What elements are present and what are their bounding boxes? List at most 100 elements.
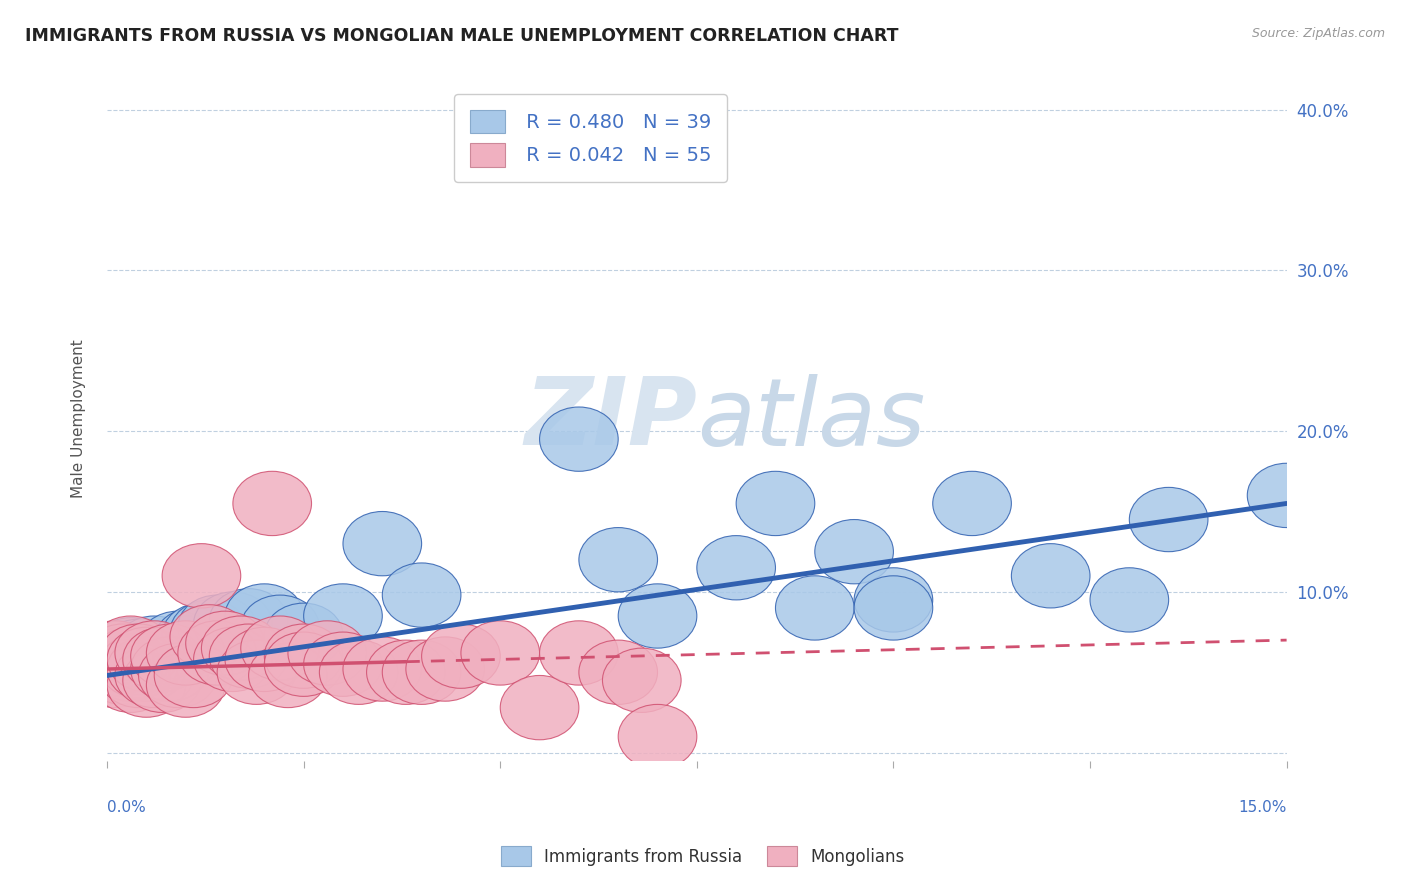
Ellipse shape — [853, 576, 932, 640]
Ellipse shape — [1011, 543, 1090, 608]
Ellipse shape — [217, 640, 295, 705]
Ellipse shape — [382, 563, 461, 627]
Ellipse shape — [737, 471, 815, 535]
Ellipse shape — [343, 637, 422, 701]
Text: Source: ZipAtlas.com: Source: ZipAtlas.com — [1251, 27, 1385, 40]
Ellipse shape — [697, 535, 776, 600]
Ellipse shape — [76, 624, 155, 689]
Ellipse shape — [115, 621, 194, 685]
Ellipse shape — [240, 595, 319, 659]
Ellipse shape — [162, 603, 240, 667]
Ellipse shape — [1090, 568, 1168, 632]
Y-axis label: Male Unemployment: Male Unemployment — [72, 340, 86, 499]
Ellipse shape — [225, 627, 304, 691]
Ellipse shape — [146, 616, 225, 681]
Ellipse shape — [100, 619, 177, 683]
Ellipse shape — [76, 621, 155, 685]
Ellipse shape — [91, 648, 170, 713]
Ellipse shape — [540, 407, 619, 471]
Ellipse shape — [186, 611, 264, 675]
Ellipse shape — [264, 624, 343, 689]
Legend:  R = 0.480   N = 39,  R = 0.042   N = 55: R = 0.480 N = 39, R = 0.042 N = 55 — [454, 94, 727, 182]
Ellipse shape — [107, 624, 186, 689]
Ellipse shape — [146, 653, 225, 717]
Ellipse shape — [619, 584, 697, 648]
Ellipse shape — [194, 592, 273, 657]
Ellipse shape — [170, 600, 249, 665]
Ellipse shape — [1247, 463, 1326, 527]
Ellipse shape — [162, 543, 240, 608]
Ellipse shape — [264, 603, 343, 667]
Ellipse shape — [107, 627, 186, 691]
Ellipse shape — [122, 648, 201, 713]
Ellipse shape — [304, 632, 382, 697]
Ellipse shape — [240, 616, 319, 681]
Ellipse shape — [343, 511, 422, 576]
Ellipse shape — [209, 624, 288, 689]
Ellipse shape — [288, 621, 367, 685]
Ellipse shape — [76, 643, 155, 707]
Ellipse shape — [932, 471, 1011, 535]
Ellipse shape — [139, 643, 217, 707]
Ellipse shape — [107, 653, 186, 717]
Ellipse shape — [501, 675, 579, 739]
Ellipse shape — [304, 584, 382, 648]
Ellipse shape — [100, 643, 177, 707]
Ellipse shape — [170, 605, 249, 669]
Ellipse shape — [776, 576, 853, 640]
Ellipse shape — [540, 621, 619, 685]
Ellipse shape — [155, 643, 233, 707]
Ellipse shape — [83, 632, 162, 697]
Ellipse shape — [194, 627, 273, 691]
Ellipse shape — [177, 621, 256, 685]
Ellipse shape — [91, 627, 170, 691]
Ellipse shape — [100, 631, 177, 695]
Text: IMMIGRANTS FROM RUSSIA VS MONGOLIAN MALE UNEMPLOYMENT CORRELATION CHART: IMMIGRANTS FROM RUSSIA VS MONGOLIAN MALE… — [25, 27, 898, 45]
Ellipse shape — [319, 640, 398, 705]
Ellipse shape — [146, 621, 225, 685]
Ellipse shape — [115, 643, 194, 707]
Legend: Immigrants from Russia, Mongolians: Immigrants from Russia, Mongolians — [492, 838, 914, 875]
Ellipse shape — [461, 621, 540, 685]
Ellipse shape — [115, 616, 194, 681]
Ellipse shape — [579, 640, 658, 705]
Ellipse shape — [122, 627, 201, 691]
Ellipse shape — [264, 632, 343, 697]
Ellipse shape — [249, 643, 328, 707]
Ellipse shape — [72, 632, 150, 697]
Ellipse shape — [122, 624, 201, 689]
Ellipse shape — [579, 527, 658, 592]
Ellipse shape — [422, 624, 501, 689]
Ellipse shape — [367, 640, 446, 705]
Ellipse shape — [177, 595, 256, 659]
Ellipse shape — [201, 616, 280, 681]
Text: 0.0%: 0.0% — [107, 799, 146, 814]
Ellipse shape — [225, 584, 304, 648]
Text: ZIP: ZIP — [524, 373, 697, 465]
Ellipse shape — [83, 640, 162, 705]
Ellipse shape — [100, 633, 177, 698]
Ellipse shape — [1129, 487, 1208, 551]
Ellipse shape — [853, 568, 932, 632]
Ellipse shape — [815, 519, 893, 584]
Ellipse shape — [76, 632, 155, 697]
Ellipse shape — [131, 621, 209, 685]
Ellipse shape — [100, 624, 177, 689]
Ellipse shape — [382, 640, 461, 705]
Ellipse shape — [107, 637, 186, 701]
Ellipse shape — [83, 624, 162, 689]
Text: atlas: atlas — [697, 374, 925, 465]
Ellipse shape — [233, 471, 312, 535]
Ellipse shape — [83, 621, 162, 685]
Ellipse shape — [139, 611, 217, 675]
Ellipse shape — [603, 648, 681, 713]
Ellipse shape — [91, 627, 170, 691]
Ellipse shape — [83, 627, 162, 691]
Ellipse shape — [209, 589, 288, 653]
Ellipse shape — [131, 624, 209, 689]
Ellipse shape — [91, 637, 170, 701]
Ellipse shape — [131, 637, 209, 701]
Ellipse shape — [155, 608, 233, 673]
Ellipse shape — [91, 617, 170, 681]
Ellipse shape — [91, 616, 170, 681]
